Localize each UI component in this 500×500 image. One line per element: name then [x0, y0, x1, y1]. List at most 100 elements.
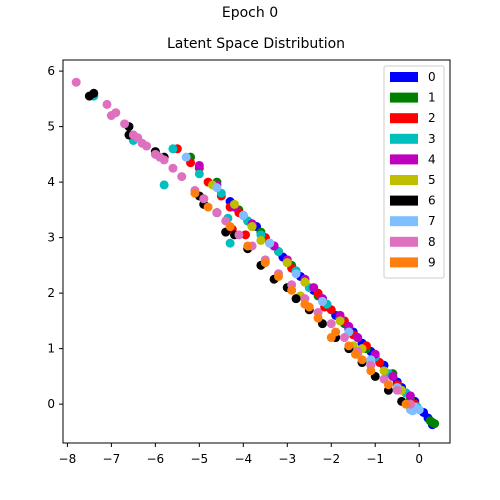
legend-swatch-5: [390, 175, 418, 185]
point-class-9: [273, 271, 283, 281]
point-class-8: [234, 230, 244, 240]
point-class-8: [326, 319, 336, 329]
point-class-9: [304, 302, 314, 312]
ticks-layer: −8 −7 −6 −5 −4 −3 −2 −1 0 0 1 2 3 4 5 6: [47, 64, 423, 466]
point-class-8: [392, 385, 402, 395]
y-tick-label: 3: [47, 231, 55, 245]
legend-swatch-8: [390, 236, 418, 247]
legend-label-1: 1: [428, 91, 436, 105]
x-tick-label: −5: [190, 452, 208, 466]
point-class-8: [102, 99, 112, 109]
y-tick-label: 4: [47, 175, 55, 189]
x-tick-label: −2: [322, 452, 340, 466]
figure-suptitle: Epoch 0: [221, 5, 279, 21]
legend-label-2: 2: [428, 111, 436, 125]
legend-label-8: 8: [428, 235, 436, 249]
point-class-8: [155, 152, 165, 162]
point-class-9: [190, 188, 200, 198]
point-class-7: [265, 238, 275, 248]
point-class-8: [111, 108, 121, 118]
y-tick-label: 2: [47, 286, 55, 300]
x-tick-label: −7: [103, 452, 121, 466]
point-class-9: [401, 399, 411, 409]
legend-label-3: 3: [428, 132, 436, 146]
point-class-7: [181, 152, 191, 162]
y-tick-label: 0: [47, 397, 55, 411]
legend-swatch-7: [390, 216, 418, 227]
legend[interactable]: 0 1 2 3 4 5 6 7 8 9: [383, 65, 445, 279]
point-class-5: [335, 316, 345, 326]
point-class-5: [247, 222, 257, 232]
point-class-4: [353, 333, 363, 343]
point-class-3: [159, 180, 169, 190]
point-class-9: [366, 366, 376, 376]
point-class-3: [225, 238, 235, 248]
point-class-7: [212, 183, 222, 193]
point-class-4: [388, 371, 398, 381]
legend-label-4: 4: [428, 152, 436, 166]
point-class-7: [291, 269, 301, 279]
legend-swatch-6: [390, 195, 418, 206]
plot-frame: [62, 59, 451, 444]
point-class-4: [194, 160, 204, 170]
point-class-8: [120, 119, 130, 129]
x-tick-label: −8: [59, 452, 77, 466]
x-tick-label: 0: [415, 452, 423, 466]
y-tick-label: 5: [47, 120, 55, 134]
points-layer: [71, 77, 440, 430]
legend-swatch-9: [390, 257, 418, 268]
point-class-8: [339, 333, 349, 343]
point-class-8: [133, 133, 143, 143]
x-tick-label: −1: [366, 452, 384, 466]
point-class-4: [309, 283, 319, 293]
x-tick-label: −6: [147, 452, 165, 466]
legend-swatch-3: [390, 133, 418, 144]
x-tick-label: −3: [278, 452, 296, 466]
point-class-2: [241, 230, 251, 240]
legend-label-7: 7: [428, 214, 436, 228]
point-class-9: [225, 222, 235, 232]
point-class-9: [326, 333, 336, 343]
point-class-9: [350, 349, 360, 359]
point-class-3: [168, 144, 178, 154]
point-class-8: [199, 194, 209, 204]
legend-label-9: 9: [428, 255, 436, 269]
point-class-5: [256, 235, 266, 245]
point-class-5: [379, 366, 389, 376]
point-class-9: [383, 380, 393, 390]
point-class-8: [71, 77, 81, 87]
point-class-5: [300, 277, 310, 287]
legend-label-6: 6: [428, 194, 436, 208]
legend-swatch-0: [390, 72, 418, 82]
point-class-9: [357, 355, 367, 365]
legend-swatch-1: [390, 92, 418, 103]
legend-label-5: 5: [428, 173, 436, 187]
point-class-1: [427, 417, 437, 427]
point-class-7: [317, 296, 327, 306]
point-class-3: [194, 169, 204, 179]
x-tick-label: −4: [234, 452, 252, 466]
legend-swatch-2: [390, 113, 418, 124]
point-class-8: [142, 141, 152, 151]
y-tick-label: 6: [47, 64, 55, 78]
legend-label-0: 0: [428, 70, 436, 84]
point-class-9: [260, 258, 270, 268]
point-class-8: [177, 172, 187, 182]
point-class-6: [291, 294, 301, 304]
chart-title: Latent Space Distribution: [166, 36, 346, 52]
point-class-5: [282, 258, 292, 268]
point-class-8: [168, 163, 178, 173]
point-class-9: [203, 202, 213, 212]
point-class-9: [287, 285, 297, 295]
point-class-7: [238, 210, 248, 220]
point-class-9: [243, 241, 253, 251]
point-class-9: [313, 313, 323, 323]
y-tick-label: 1: [47, 342, 55, 356]
point-class-6: [84, 91, 94, 101]
legend-swatch-4: [390, 154, 418, 165]
point-class-4: [405, 391, 415, 401]
point-class-5: [230, 199, 240, 209]
point-class-8: [212, 208, 222, 218]
point-class-9: [344, 341, 354, 351]
